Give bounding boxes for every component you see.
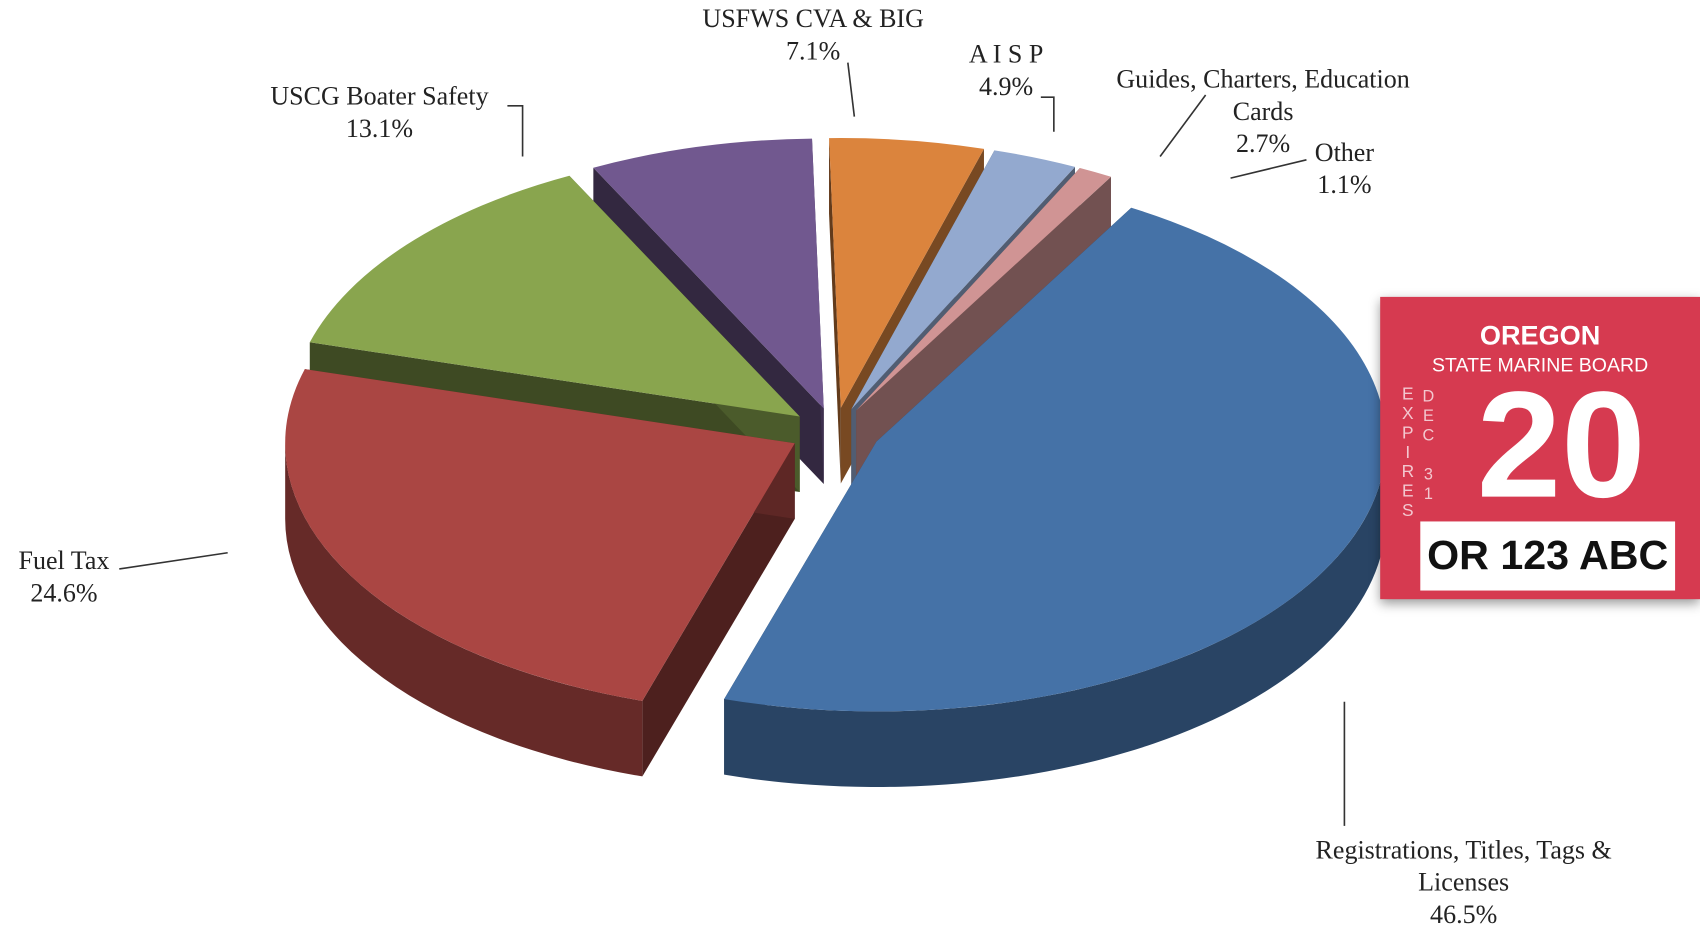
slice-side bbox=[285, 443, 643, 777]
slice bbox=[285, 369, 795, 777]
leader-line bbox=[507, 104, 524, 157]
sticker-plate: OR 123 ABC bbox=[1420, 521, 1676, 591]
slice-top bbox=[309, 175, 800, 417]
value-label: 46.5% bbox=[1430, 901, 1498, 930]
slice-label: Fuel Tax 24.6% bbox=[0, 545, 128, 610]
slice-label: USCG Boater Safety 13.1% bbox=[239, 81, 521, 146]
category: A I S P bbox=[968, 41, 1044, 70]
slice-top bbox=[851, 150, 1075, 410]
value-label: 13.1% bbox=[345, 115, 414, 144]
slice-label: Guides, Charters, Education Cards 2.7% bbox=[1090, 64, 1437, 161]
leader-line bbox=[119, 551, 228, 570]
value-label: 24.6% bbox=[30, 579, 98, 608]
value-label: 4.9% bbox=[979, 73, 1034, 102]
sticker-title: OREGON bbox=[1479, 320, 1601, 351]
sticker-subtitle: STATE MARINE BOARD bbox=[1432, 354, 1649, 376]
leader-line bbox=[1230, 158, 1307, 179]
sticker-year: 20 bbox=[1476, 359, 1646, 530]
slice-top bbox=[724, 207, 1387, 712]
slice-label: Other 1.1% bbox=[1296, 137, 1394, 202]
slice-top bbox=[856, 168, 1112, 411]
category: Registrations, Titles, Tags & Licenses bbox=[1315, 836, 1612, 898]
slice-top bbox=[829, 138, 984, 408]
sticker-expires: EXPIRES bbox=[1398, 385, 1418, 522]
slice-label: A I S P 4.9% bbox=[941, 39, 1071, 104]
slice-label: USFWS CVA & BIG 7.1% bbox=[672, 3, 954, 68]
value-label: 7.1% bbox=[786, 37, 841, 66]
category: Other bbox=[1314, 139, 1375, 168]
slice-wall bbox=[829, 138, 841, 484]
category: USFWS CVA & BIG bbox=[702, 5, 924, 34]
registration-sticker: OREGON STATE MARINE BOARD EXPIRES DEC 31… bbox=[1380, 296, 1700, 600]
slice-label: Registrations, Titles, Tags & Licenses 46… bbox=[1296, 835, 1632, 932]
leader-line bbox=[1159, 94, 1207, 158]
slice-side bbox=[724, 441, 1387, 788]
slice-top bbox=[593, 138, 824, 409]
leader-lines bbox=[119, 62, 1346, 826]
value-label: 2.7% bbox=[1235, 130, 1291, 159]
slice-wall bbox=[642, 443, 795, 777]
slice bbox=[724, 207, 1387, 788]
category: USCG Boater Safety bbox=[270, 83, 489, 112]
category: Fuel Tax bbox=[18, 547, 110, 576]
slice-top bbox=[285, 369, 795, 701]
category: Guides, Charters, Education Cards bbox=[1116, 65, 1410, 127]
leader-line bbox=[847, 62, 856, 117]
leader-line bbox=[1040, 96, 1055, 132]
value-label: 1.1% bbox=[1317, 171, 1372, 200]
sticker-date: DEC 31 bbox=[1419, 387, 1438, 505]
